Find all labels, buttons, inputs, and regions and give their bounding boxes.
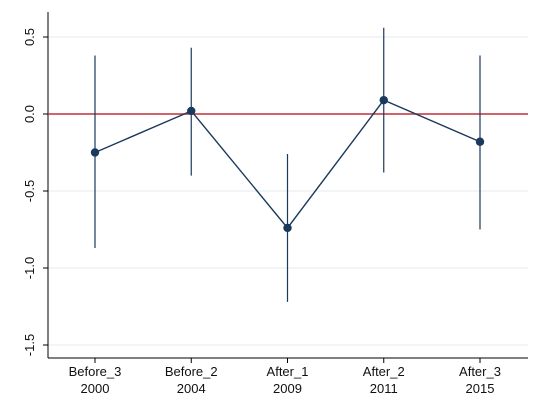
x-tick-label-3: After_2 [363, 364, 405, 379]
y-ticks: 0.5 0.0 -0.5 -1.0 -1.5 [22, 28, 48, 356]
y-tick-label-4: -1.5 [22, 334, 37, 356]
x-tick-year-4: 2015 [466, 381, 495, 396]
estimate-point-1 [187, 106, 196, 116]
estimate-points [90, 95, 485, 233]
estimate-point-3 [379, 95, 388, 105]
y-tick-label-1: 0.0 [22, 105, 37, 123]
error-bars [94, 27, 481, 302]
x-tick-label-4: After_3 [459, 364, 501, 379]
x-tick-label-2: After_1 [267, 364, 309, 379]
x-ticks: Before_3 2000 Before_2 2004 After_1 2009 After… [69, 358, 501, 396]
x-tick-label-1: Before_2 [165, 364, 218, 379]
estimate-point-2 [283, 223, 292, 233]
y-tick-label-2: -0.5 [22, 180, 37, 202]
y-tick-label-0: 0.5 [22, 28, 37, 46]
x-tick-year-1: 2004 [177, 381, 206, 396]
estimate-point-0 [90, 148, 100, 157]
x-tick-label-0: Before_3 [69, 364, 122, 379]
estimate-point-4 [475, 137, 485, 146]
x-tick-year-0: 2000 [81, 381, 110, 396]
y-tick-label-3: -1.0 [22, 257, 37, 279]
x-tick-year-3: 2011 [370, 381, 398, 396]
x-tick-year-2: 2009 [273, 381, 302, 396]
